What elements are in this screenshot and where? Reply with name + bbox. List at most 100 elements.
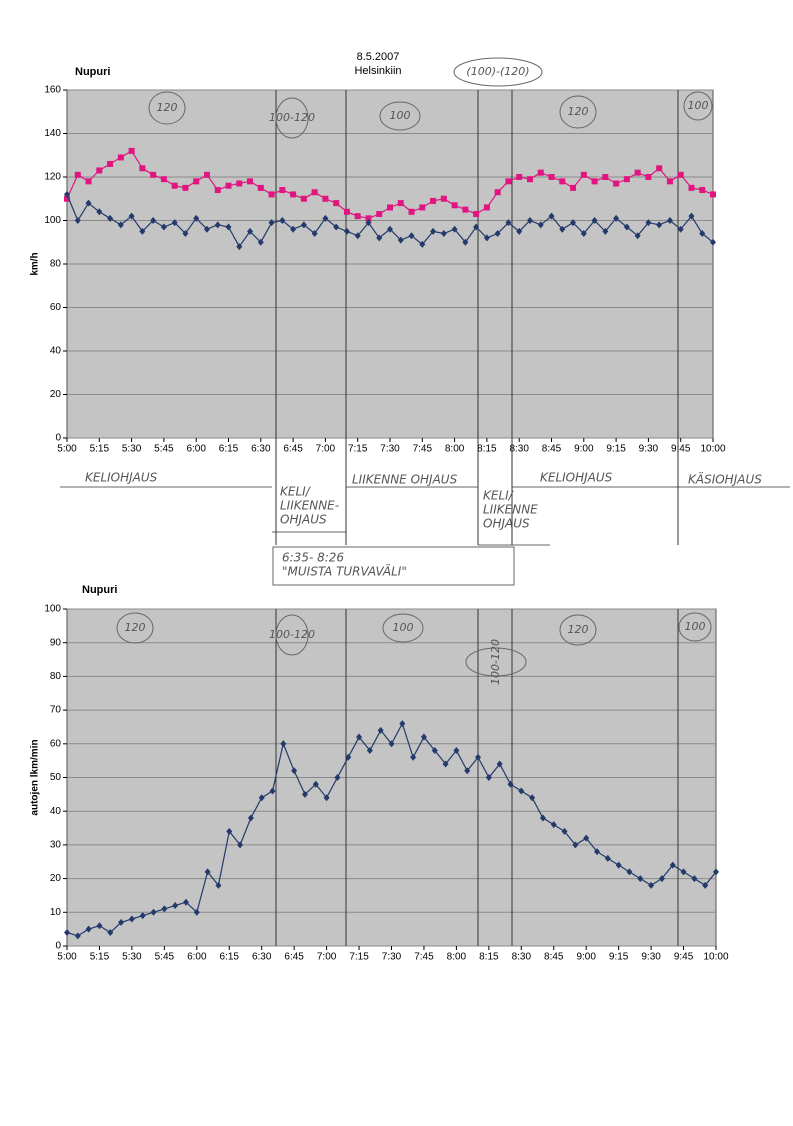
marker [451,225,458,233]
marker [550,821,557,829]
x-tick-label: 7:00 [316,444,336,455]
marker [365,215,372,222]
marker [464,767,471,775]
marker [473,210,480,217]
x-tick-label: 9:30 [641,952,661,963]
annotation: 100 [390,109,411,122]
marker [128,212,135,220]
marker [279,217,286,224]
marker [699,187,706,194]
x-tick-label: 6:45 [283,444,303,455]
marker [311,230,318,238]
y-tick-label: 80 [50,671,62,682]
marker [680,868,687,876]
handwritten-note: 6:35- 8:26 [282,551,344,565]
marker [268,191,275,198]
marker [376,234,383,242]
y-tick-label: 50 [50,772,62,783]
marker [648,881,655,889]
marker [160,176,167,183]
marker [182,230,189,238]
marker [96,922,103,930]
x-tick-label: 8:45 [544,952,564,963]
marker [172,902,179,910]
annotation-circle [559,95,597,129]
marker [203,225,210,233]
x-tick-label: 8:30 [509,444,529,455]
y-tick-label: 100 [44,215,61,226]
marker [570,219,577,227]
marker [215,881,222,889]
marker [377,726,384,734]
x-tick-label: 7:15 [349,952,369,963]
handwritten-note: KELI/ [483,489,515,503]
x-tick-label: 10:00 [703,952,728,963]
x-tick-label: 7:45 [413,444,433,455]
marker [408,232,415,240]
marker [637,875,644,883]
marker [548,174,555,180]
marker [451,202,458,209]
marker [529,794,536,802]
y-tick-label: 120 [44,172,61,183]
marker [193,178,200,185]
marker [699,230,706,238]
marker [333,223,340,231]
marker [214,221,221,229]
marker [397,236,404,244]
marker [85,199,92,207]
x-tick-label: 10:00 [700,444,725,455]
marker [214,187,221,194]
marker [505,178,512,185]
marker [602,227,609,235]
x-tick-label: 6:15 [220,952,240,963]
y-tick-label: 0 [55,941,61,952]
marker [150,171,157,178]
marker [677,171,684,178]
marker [139,227,146,235]
marker [442,760,449,768]
annotation: 120 [157,101,178,114]
annotation: 120 [568,105,589,118]
marker [559,178,566,185]
marker [247,178,254,185]
marker [204,868,211,876]
marker [247,227,254,235]
x-tick-label: 7:45 [414,952,434,963]
marker [691,875,698,883]
x-tick-label: 8:00 [447,952,467,963]
y-tick-label: 30 [50,840,62,851]
marker [311,189,318,196]
y-tick-label: 90 [50,637,62,648]
marker [453,747,460,755]
handwritten-note: LIIKENNE OHJAUS [352,473,458,487]
marker [669,861,676,869]
marker [539,814,546,822]
handwritten-note: OHJAUS [483,517,530,531]
marker [64,190,70,198]
x-tick-label: 5:15 [90,444,110,455]
x-tick-label: 5:00 [57,952,77,963]
marker [537,169,544,176]
marker [430,227,437,235]
annotation: 100-120 [269,111,315,124]
marker [397,200,404,207]
x-tick-label: 9:30 [639,444,659,455]
marker [290,225,297,233]
marker [74,217,81,224]
marker [408,208,415,215]
marker [354,232,361,240]
marker [602,174,609,180]
marker [710,191,716,198]
annotation: 100 [685,620,706,633]
x-tick-label: 6:15 [219,444,239,455]
marker [645,219,652,227]
marker [280,740,287,748]
marker [591,178,598,185]
marker [677,225,684,233]
x-tick-label: 8:15 [479,952,499,963]
marker [171,219,178,227]
y-tick-label: 10 [50,907,62,918]
chart-subtitle: Helsinkiin [354,65,401,77]
x-tick-label: 5:00 [57,444,77,455]
